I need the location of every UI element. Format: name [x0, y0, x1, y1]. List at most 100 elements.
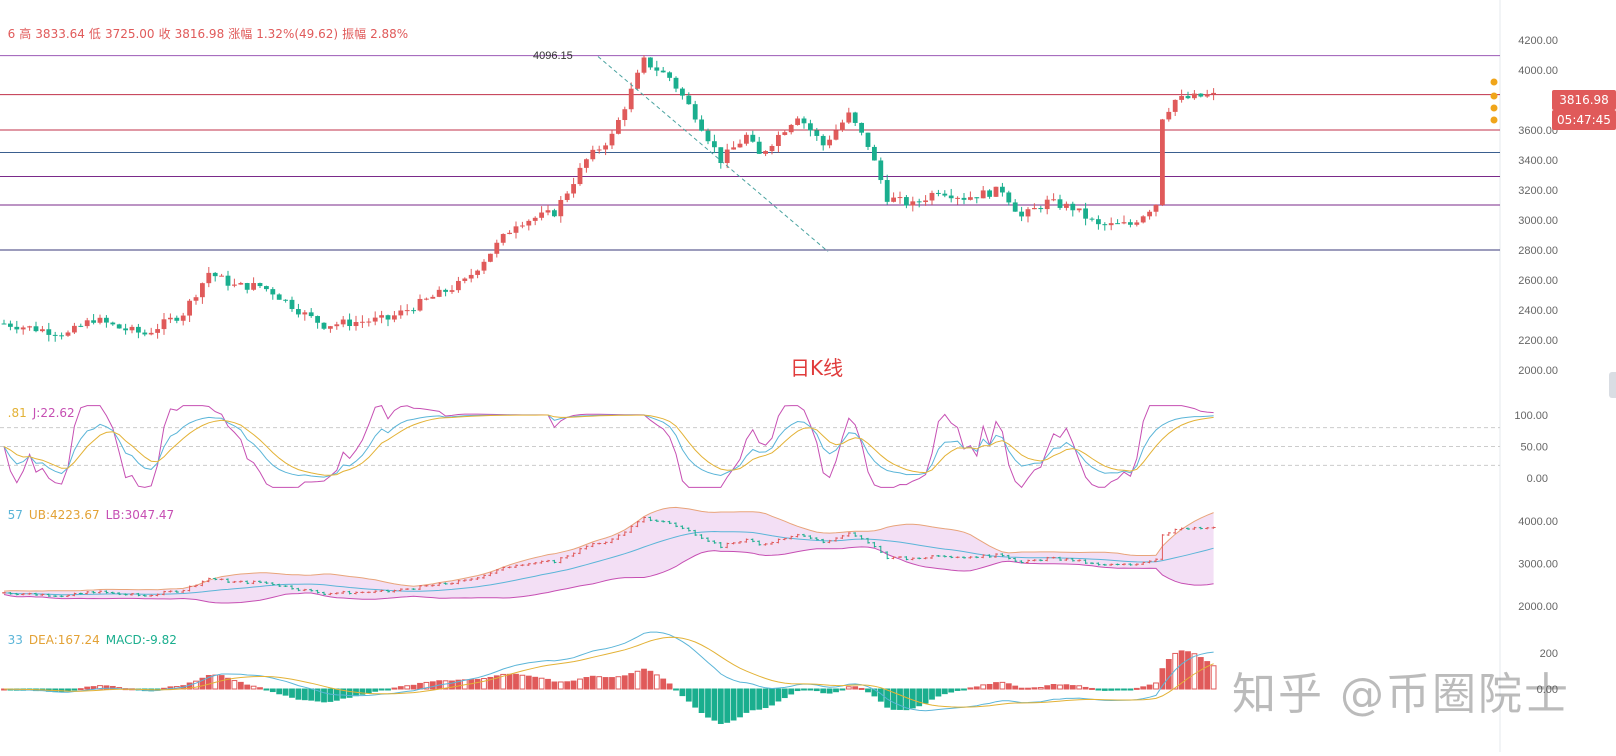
macd-histogram-bar — [961, 688, 967, 691]
macd-histogram-bar — [1089, 687, 1095, 690]
close-value: 3816.98 — [174, 27, 225, 41]
candle-body — [379, 315, 384, 318]
y-tick-label: 2200.00 — [1518, 335, 1558, 347]
candle-body — [1211, 92, 1216, 95]
macd-histogram-bar — [506, 673, 513, 690]
candle-body — [84, 320, 90, 327]
candle-body — [865, 132, 871, 147]
candle-body — [398, 310, 404, 316]
macd-histogram-bar — [749, 688, 756, 711]
macd-histogram-bar — [647, 670, 654, 690]
kdj-d-line — [3, 414, 1214, 476]
alert-dot — [1490, 116, 1498, 124]
candle-body — [1057, 199, 1063, 208]
candle-body — [97, 317, 103, 323]
candle-body — [539, 212, 544, 218]
macd-histogram-bar — [871, 688, 878, 697]
macd-histogram-bar — [557, 681, 564, 690]
macd-histogram-bar — [493, 675, 500, 690]
macd-histogram-bar — [365, 688, 372, 694]
macd-histogram-bar — [1178, 650, 1185, 690]
scroll-handle[interactable] — [1609, 372, 1616, 398]
boll-lb-text: LB:3047.47 — [105, 508, 175, 522]
macd-histogram-bar — [1197, 657, 1204, 690]
candle-body — [347, 319, 352, 327]
macd-histogram-bar — [289, 688, 295, 698]
candle-body — [494, 242, 500, 254]
boll-band — [4, 507, 1214, 604]
macd-histogram-bar — [845, 686, 852, 690]
macd-histogram-bar — [909, 688, 916, 709]
macd-histogram-bar — [1057, 684, 1063, 690]
candle-body — [603, 145, 608, 150]
candle-body — [731, 147, 736, 150]
candle-body — [852, 112, 858, 123]
change-value: 1.32%(49.62) — [256, 27, 339, 41]
macd-histogram-bar — [199, 677, 206, 690]
candle-body — [507, 232, 512, 235]
macd-histogram-bar — [826, 688, 833, 694]
candle-body — [1096, 219, 1101, 225]
candle-body — [161, 319, 167, 330]
macd-histogram-bar — [538, 677, 545, 690]
macd-histogram-bar — [1127, 688, 1134, 691]
alert-dot — [1490, 104, 1498, 112]
candle-body — [974, 197, 980, 199]
candle-body — [705, 130, 711, 142]
macd-histogram-bar — [71, 688, 78, 691]
macd-histogram-bar — [967, 687, 974, 690]
macd-histogram-bar — [935, 688, 942, 697]
macd-histogram-bar — [205, 675, 212, 690]
candle-body — [667, 72, 672, 78]
candle-body — [251, 283, 256, 290]
boll-lb-line — [3, 546, 1214, 604]
macd-histogram-bar — [698, 688, 705, 713]
boll-tick-label: 3000.00 — [1518, 559, 1558, 571]
candle-body — [200, 283, 205, 298]
macd-histogram-bar — [839, 688, 846, 691]
candle-body — [801, 118, 807, 124]
candle-body — [545, 210, 551, 213]
candle-body — [180, 315, 186, 321]
macd-histogram-bar — [922, 688, 929, 704]
candle-body — [334, 324, 340, 327]
candle-body — [302, 312, 308, 315]
macd-histogram-bar — [852, 686, 859, 690]
candle-body — [328, 326, 333, 329]
candle-body — [244, 283, 250, 290]
low-label: 低 — [88, 27, 101, 41]
boll-tick-label: 2000.00 — [1518, 601, 1558, 613]
y-tick-label: 3600.00 — [1518, 125, 1558, 137]
candle-body — [187, 300, 192, 316]
kdj-d-text: .81 — [7, 406, 27, 420]
candle-body — [686, 95, 692, 105]
candle-body — [692, 104, 698, 120]
candle-body — [820, 135, 826, 146]
candle-body — [40, 329, 45, 332]
candle-body — [46, 329, 52, 335]
candle-body — [948, 195, 954, 199]
macd-histogram-bar — [1165, 659, 1172, 690]
candle-body — [72, 325, 77, 333]
macd-histogram-bar — [941, 688, 948, 695]
macd-histogram-bar — [423, 681, 430, 690]
candle-body — [65, 332, 71, 336]
macd-histogram-bar — [794, 688, 801, 692]
macd-histogram-bar — [84, 686, 91, 690]
macd-dif-text: 33 — [7, 633, 23, 647]
macd-histogram-bar — [833, 688, 839, 693]
candle-body — [1, 323, 7, 325]
macd-dif-line — [3, 631, 1214, 712]
macd-histogram-bar — [897, 688, 903, 710]
macd-histogram-bar — [973, 686, 980, 690]
macd-histogram-bar — [244, 684, 251, 690]
macd-histogram-bar — [314, 688, 321, 702]
candle-body — [1064, 203, 1069, 208]
candle-body — [219, 275, 224, 277]
candle-body — [1006, 192, 1012, 203]
candle-body — [833, 130, 839, 140]
macd-histogram-bar — [762, 688, 769, 709]
candle-body — [680, 88, 685, 96]
